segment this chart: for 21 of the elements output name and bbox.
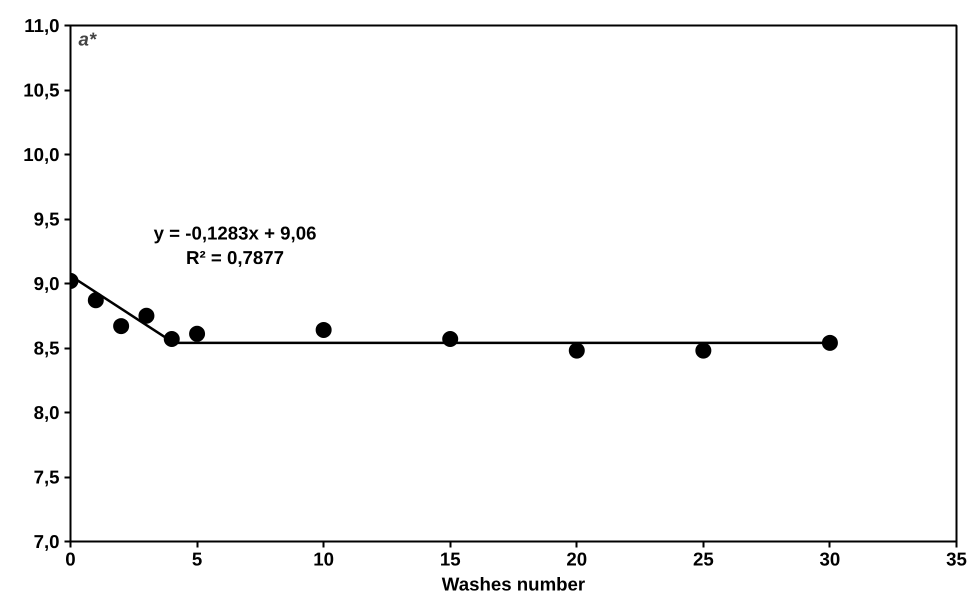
y-tick-label: 10,0 <box>23 144 60 165</box>
y-tick-label: 10,5 <box>23 80 60 100</box>
y-tick-label: 11,0 <box>24 15 60 36</box>
annotation: y = -0,1283x + 9,06 <box>154 222 316 244</box>
x-tick-label: 35 <box>946 548 967 570</box>
x-tick-label: 0 <box>65 548 76 570</box>
annotation: R² = 0,7877 <box>186 247 284 268</box>
y-tick-label: 9,0 <box>34 273 60 294</box>
x-tick-label: 5 <box>192 548 202 570</box>
y-tick-label: 8,5 <box>34 338 60 358</box>
y-tick-label: 7,5 <box>34 466 60 488</box>
x-axis-title: Washes number <box>442 574 586 594</box>
x-tick-label: 25 <box>692 548 714 570</box>
x-tick-label: 30 <box>820 548 840 570</box>
x-tick-label: 15 <box>440 548 461 570</box>
x-tick-label: 10 <box>313 548 334 570</box>
y-axis-title: a* <box>78 28 97 50</box>
y-tick-label: 7,0 <box>34 531 60 552</box>
y-tick-label: 9,5 <box>34 208 60 230</box>
x-tick-label: 20 <box>566 548 588 570</box>
y-tick-label: 8,0 <box>34 402 60 423</box>
